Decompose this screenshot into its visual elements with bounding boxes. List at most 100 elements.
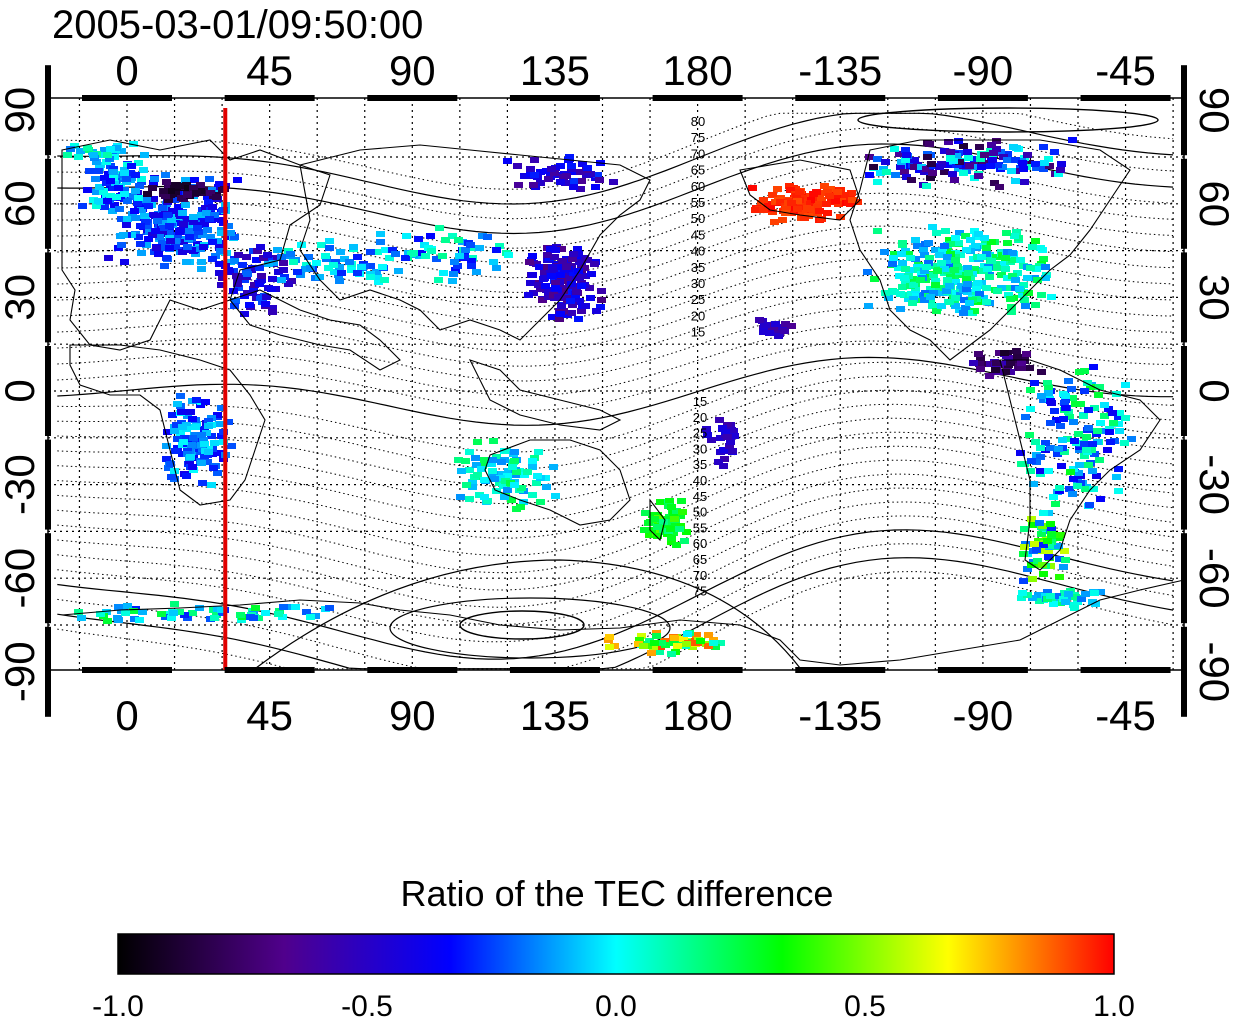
tec-pixel (540, 270, 549, 276)
tec-pixel (969, 360, 978, 366)
tec-pixel (704, 632, 713, 638)
tec-pixel (1121, 382, 1130, 388)
tec-pixel (1093, 428, 1102, 434)
tec-pixel (898, 284, 907, 290)
tec-pixel (711, 644, 720, 650)
tec-pixel (152, 245, 161, 251)
tec-pixel (154, 251, 163, 257)
tec-pixel (500, 494, 509, 500)
tec-pixel (891, 172, 900, 178)
tec-pixel (959, 143, 968, 149)
tec-pixel (480, 477, 489, 483)
tec-pixel (158, 205, 167, 211)
tec-pixel (1054, 446, 1063, 452)
tec-pixel (1037, 393, 1046, 399)
tec-pixel (1046, 521, 1055, 527)
tec-pixel (454, 237, 463, 243)
tec-pixel (1003, 240, 1012, 246)
tec-pixel (501, 478, 510, 484)
tec-pixel (935, 164, 944, 170)
dip-contour (57, 571, 1174, 670)
dip-label-north: 55 (691, 195, 705, 210)
x-tick-label-bottom: -45 (1095, 692, 1156, 739)
tec-pixel (380, 277, 389, 283)
tec-pixel (213, 238, 222, 244)
tec-pixel (1003, 275, 1012, 281)
tec-pixel (950, 177, 959, 183)
tec-pixel (542, 168, 551, 174)
tec-pixel (640, 527, 649, 533)
tec-pixel (657, 640, 666, 646)
tec-pixel (426, 233, 435, 239)
tec-pixel (414, 236, 423, 242)
tec-pixel (924, 260, 933, 266)
tec-pixel (550, 170, 559, 176)
tec-pixel (455, 253, 464, 259)
dip-label-north: 50 (691, 211, 705, 226)
colorbar-tick-label: -0.5 (341, 990, 393, 1023)
tec-pixel (1066, 469, 1075, 475)
tec-pixel (650, 516, 659, 522)
tec-pixel (635, 637, 644, 643)
tec-pixel (218, 275, 227, 281)
tec-pixel (215, 181, 224, 187)
tec-pixel (975, 361, 984, 367)
tec-pixel (1021, 303, 1030, 309)
tec-pixel (391, 251, 400, 257)
dip-contour (57, 445, 1174, 556)
tec-pixel (937, 260, 946, 266)
tec-pixel (204, 199, 213, 205)
tec-pixel (465, 496, 474, 502)
tec-pixel (197, 460, 206, 466)
tec-pixel (1032, 547, 1041, 553)
tec-pixel (1090, 590, 1099, 596)
tec-pixel (1080, 368, 1089, 374)
tec-pixel (127, 232, 136, 238)
tec-pixel (1022, 351, 1031, 357)
tec-pixel (771, 321, 780, 327)
tec-pixel (748, 185, 757, 191)
tec-pixel (793, 206, 802, 212)
tec-pixel (170, 468, 179, 474)
dip-label-north: 30 (691, 276, 705, 291)
tec-pixel (512, 506, 521, 512)
tec-pixel (301, 266, 310, 272)
tec-pixel (820, 183, 829, 189)
dip-contour (57, 389, 1174, 487)
tec-pixel (864, 303, 873, 309)
tec-pixel (955, 230, 964, 236)
tec-pixel (667, 539, 676, 545)
tec-pixel (719, 447, 728, 453)
tec-pixel (940, 243, 949, 249)
tec-pixel (1019, 578, 1028, 584)
tec-pixel (150, 176, 159, 182)
tec-pixel (175, 229, 184, 235)
tec-pixel (1043, 380, 1052, 386)
tec-pixel (1003, 249, 1012, 255)
tec-pixel (536, 169, 545, 175)
tec-pixel (179, 239, 188, 245)
tec-pixel (187, 223, 196, 229)
tec-pixel (495, 243, 504, 249)
tec-pixel (925, 141, 934, 147)
tec-pixel (928, 303, 937, 309)
tec-pixel (925, 255, 934, 261)
tec-pixel (1032, 165, 1041, 171)
tec-pixel (421, 253, 430, 259)
tec-pixel (269, 260, 278, 266)
tec-pixel (374, 279, 383, 285)
tec-pixel (472, 269, 481, 275)
tec-pixel (427, 248, 436, 254)
tec-pixel (1044, 510, 1053, 516)
tec-pixel (937, 303, 946, 309)
x-tick-label-bottom: -90 (953, 692, 1014, 739)
tec-pixel (171, 191, 180, 197)
tec-pixel (1032, 266, 1041, 272)
tec-pixel (136, 223, 145, 229)
tec-pixel (492, 265, 501, 271)
tec-pixel (472, 462, 481, 468)
tec-pixel (489, 259, 498, 265)
tec-pixel (188, 610, 197, 616)
tec-pixel (551, 280, 560, 286)
tec-pixel (473, 472, 482, 478)
